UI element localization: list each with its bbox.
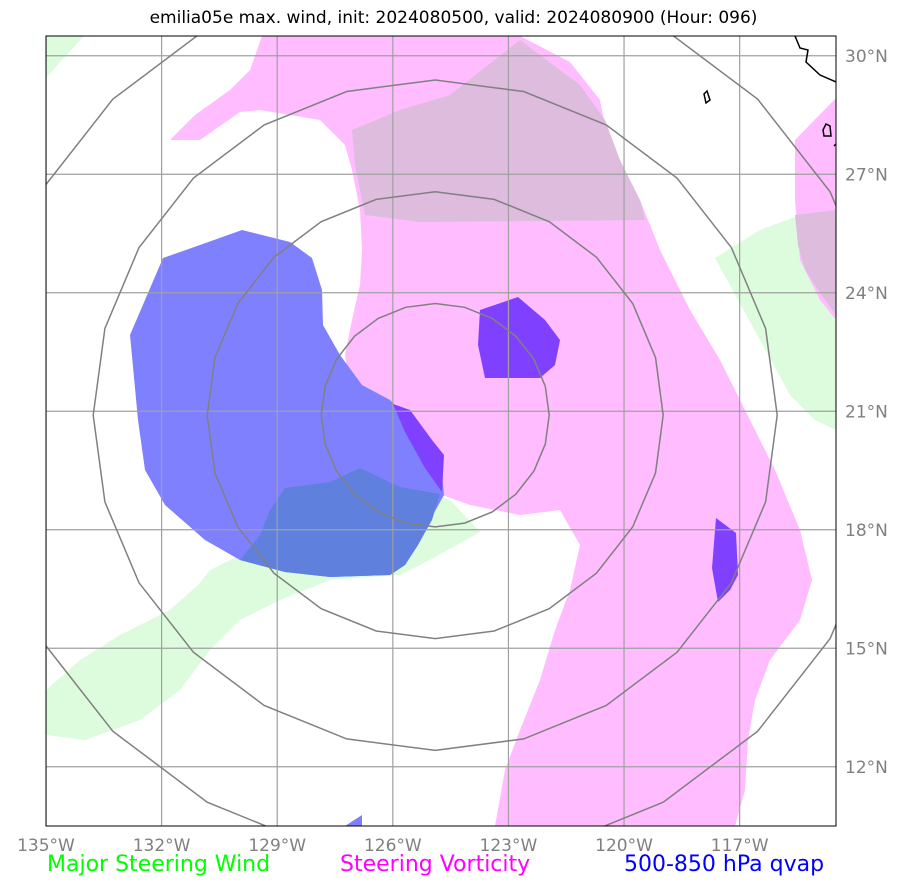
latitude-tick-label: 12°N <box>845 758 888 778</box>
range-rings <box>46 36 836 826</box>
longitude-tick-label: 126°W <box>364 836 422 856</box>
longitude-tick-label: 123°W <box>480 836 538 856</box>
latitude-tick-label: 30°N <box>845 47 888 67</box>
graticule <box>46 36 836 826</box>
range-ring <box>320 302 550 528</box>
range-ring <box>92 79 778 752</box>
legend-steering-wind: Major Steering Wind <box>47 852 271 877</box>
latitude-tick-label: 18°N <box>845 521 888 541</box>
legend-steering-vorticity: Steering Vorticity <box>340 852 531 877</box>
coastline <box>703 36 836 147</box>
longitude-tick-label: 132°W <box>133 836 191 856</box>
latitude-tick-labels: 12°N 15°N 18°N 21°N 24°N 27°N 30°N <box>845 47 888 778</box>
map-title: emilia05e max. wind, init: 2024080500, v… <box>149 8 758 28</box>
latitude-tick-label: 15°N <box>845 639 888 659</box>
qvap-vorticity-overlap-region <box>240 468 440 577</box>
latitude-tick-label: 27°N <box>845 165 888 185</box>
longitude-tick-label: 117°W <box>711 836 769 856</box>
map-frame <box>45 35 837 827</box>
legend-qvap: 500-850 hPa qvap <box>624 852 825 877</box>
longitude-tick-labels: 135°W 132°W 129°W 126°W 123°W 120°W 117°W <box>17 836 769 856</box>
longitude-tick-label: 120°W <box>595 836 653 856</box>
latitude-tick-label: 24°N <box>845 284 888 304</box>
longitude-tick-label: 129°W <box>248 836 306 856</box>
longitude-tick-label: 135°W <box>17 836 75 856</box>
latitude-tick-label: 21°N <box>845 402 888 422</box>
vorticity-overlap-region <box>352 40 836 315</box>
range-ring <box>206 191 664 640</box>
range-ring <box>46 36 836 826</box>
